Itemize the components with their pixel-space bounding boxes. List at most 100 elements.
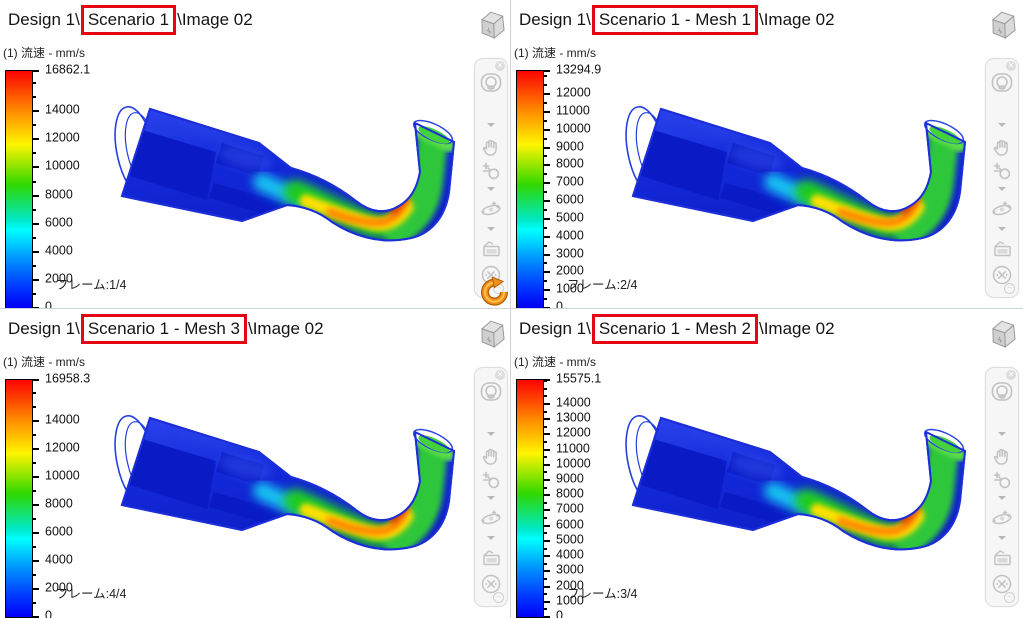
close-toolbar-icon[interactable]: ✕	[495, 61, 505, 71]
chevron-down-icon[interactable]	[998, 536, 1006, 540]
pan-hand-icon[interactable]	[479, 135, 503, 159]
close-toolbar-icon[interactable]: ✕	[1006, 61, 1016, 71]
orbit-icon[interactable]	[990, 197, 1014, 221]
legend-tick	[32, 518, 36, 521]
chevron-down-icon[interactable]	[487, 496, 495, 500]
legend-tick	[543, 70, 550, 72]
chevron-down-icon[interactable]	[487, 123, 495, 127]
toolbar-menu-icon[interactable]: −	[493, 592, 504, 603]
pan-hand-icon[interactable]	[990, 444, 1014, 468]
chevron-down-icon[interactable]	[998, 227, 1006, 231]
legend-tick-label: 1000	[556, 281, 584, 296]
view-cube-icon[interactable]	[476, 3, 510, 47]
legend-tick-label: 14000	[45, 102, 80, 117]
legend-tick	[543, 235, 550, 238]
orbit-icon[interactable]	[990, 506, 1014, 530]
legend-tick-label: 7000	[556, 174, 584, 189]
orbit-icon[interactable]	[479, 506, 503, 530]
legend-tick	[543, 298, 547, 301]
legend-tick	[32, 236, 36, 239]
legend-tick	[543, 262, 547, 265]
chevron-down-icon[interactable]	[998, 123, 1006, 127]
title-suffix: \Image 02	[758, 10, 835, 29]
legend-tick-label: 4000	[556, 228, 584, 243]
result-path-title: Design 1\ Scenario 1 \Image 02	[8, 5, 253, 35]
chevron-down-icon[interactable]	[998, 496, 1006, 500]
legend-tick	[543, 463, 550, 466]
viewport-panel[interactable]: Design 1\ Scenario 1 - Mesh 2 \Image 02 (1…	[511, 309, 1023, 618]
legend-tick	[32, 476, 39, 479]
legend-tick	[32, 250, 39, 253]
legend-tick	[32, 574, 36, 577]
pan-hand-icon[interactable]	[479, 444, 503, 468]
legend-tick	[543, 110, 550, 113]
legend-tick	[543, 208, 547, 211]
legend-tick	[543, 271, 550, 274]
legend-tick-label: 2000	[556, 264, 584, 279]
legend-tick	[32, 194, 39, 197]
look-at-icon[interactable]	[479, 546, 503, 570]
legend-tick-label: 11000	[556, 103, 590, 118]
title-suffix: \Image 02	[758, 319, 835, 338]
close-toolbar-icon[interactable]: ✕	[495, 370, 505, 380]
navigation-toolbar: ✕ −	[474, 367, 508, 607]
legend-tick-label: 4000	[556, 547, 584, 562]
legend-tick-label: 6000	[556, 517, 584, 532]
legend-tick	[32, 560, 39, 563]
legend-tick	[543, 448, 550, 451]
legend-tick-label: 16958.3	[45, 371, 91, 386]
pan-hand-icon[interactable]	[990, 135, 1014, 159]
view-cube-icon[interactable]	[987, 312, 1021, 356]
legend-tick-label: 0	[45, 299, 52, 309]
toolbar-menu-icon[interactable]: −	[1004, 283, 1015, 294]
legend-tick-label: 16862.1	[45, 62, 91, 77]
zoom-magnifier-icon[interactable]	[479, 159, 503, 183]
legend-tick	[543, 433, 550, 436]
legend-tick	[32, 532, 39, 535]
title-highlight-box: Scenario 1 - Mesh 1	[591, 5, 758, 35]
look-at-icon[interactable]	[990, 546, 1014, 570]
legend-tick-label: 8000	[556, 486, 584, 501]
steering-wheel-icon[interactable]	[479, 71, 503, 95]
zoom-magnifier-icon[interactable]	[990, 159, 1014, 183]
steering-wheel-icon[interactable]	[990, 71, 1014, 95]
toolbar-menu-icon[interactable]: −	[1004, 592, 1015, 603]
legend-tick	[543, 244, 547, 247]
look-at-icon[interactable]	[479, 237, 503, 261]
view-cube-icon[interactable]	[987, 3, 1021, 47]
legend-tick	[543, 570, 550, 573]
legend-ticks: 16862.1 14000 12000 10000 8000 6000 4000 2000 0	[32, 63, 122, 309]
viewport-panel[interactable]: Design 1\ Scenario 1 - Mesh 3 \Image 02 (1…	[0, 309, 511, 618]
title-suffix: \Image 02	[247, 319, 324, 338]
chevron-down-icon[interactable]	[998, 187, 1006, 191]
legend-tick	[543, 217, 550, 220]
chevron-down-icon[interactable]	[487, 227, 495, 231]
chevron-down-icon[interactable]	[487, 432, 495, 436]
steering-wheel-icon[interactable]	[479, 380, 503, 404]
chevron-down-icon[interactable]	[487, 536, 495, 540]
orbit-icon[interactable]	[479, 197, 503, 221]
legend-tick-label: 12000	[45, 131, 80, 146]
viewport-panel[interactable]: Design 1\ Scenario 1 - Mesh 1 \Image 02 (1…	[511, 0, 1023, 309]
viewport-panel[interactable]: Design 1\ Scenario 1 \Image 02 (1) 流速 - mm…	[0, 0, 511, 309]
chevron-down-icon[interactable]	[998, 432, 1006, 436]
legend-tick-label: 13294.9	[556, 62, 602, 77]
view-cube-icon[interactable]	[476, 312, 510, 356]
title-suffix: \Image 02	[177, 10, 253, 29]
legend-tick-label: 2000	[45, 271, 73, 286]
close-toolbar-icon[interactable]: ✕	[1006, 370, 1016, 380]
navigation-toolbar: ✕ −	[985, 367, 1019, 607]
chevron-down-icon[interactable]	[487, 187, 495, 191]
steering-wheel-icon[interactable]	[990, 380, 1014, 404]
legend-tick-label: 10000	[556, 121, 591, 136]
legend-tick-label: 3000	[556, 563, 584, 578]
zoom-magnifier-icon[interactable]	[479, 468, 503, 492]
zoom-magnifier-icon[interactable]	[990, 468, 1014, 492]
legend-tick	[543, 486, 547, 489]
legend-tick	[543, 101, 547, 104]
legend-tick	[543, 191, 547, 194]
legend-tick	[543, 501, 547, 504]
legend-tick-label: 7000	[556, 502, 584, 517]
look-at-icon[interactable]	[990, 237, 1014, 261]
